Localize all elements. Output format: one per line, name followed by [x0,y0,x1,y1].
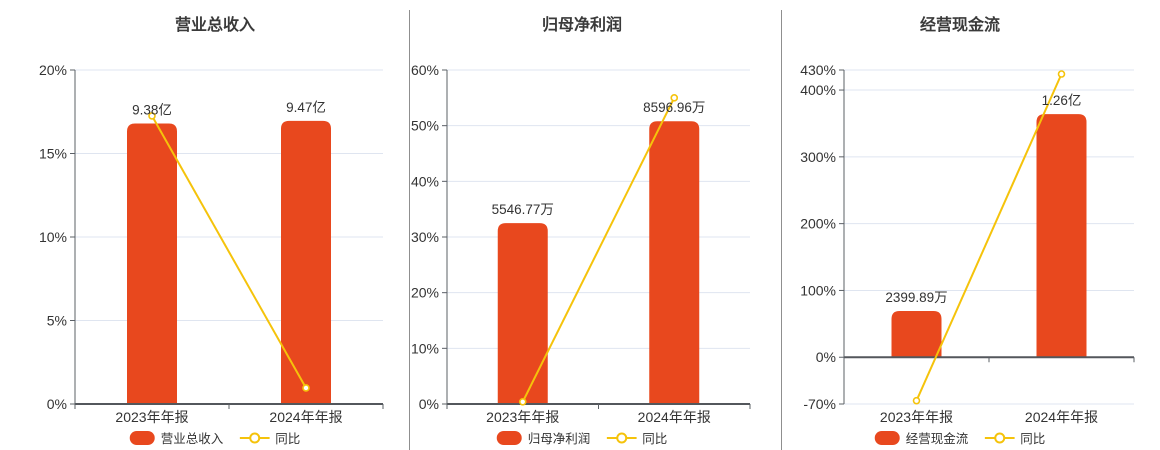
bar [891,310,942,358]
x-category-label: 2023年年报 [115,409,188,425]
legend-label: 同比 [642,432,668,446]
line-swatch-icon [239,432,270,443]
bar-value-label: 9.38亿 [132,102,172,117]
legend-item-line[interactable]: 同比 [239,428,300,447]
panel-separator [409,10,410,450]
yoy-marker [148,112,156,120]
y-tick-label: 0% [419,396,439,412]
y-tick-label: 300% [800,149,836,165]
line-swatch-icon [984,432,1015,443]
bar [497,223,548,404]
y-tick-label: 50% [411,118,439,134]
bar-value-label: 2399.89万 [885,290,947,305]
chart-legend: 经营现金流 同比 [874,428,1045,447]
chart-title-cash-flow: 经营现金流 [919,17,1001,34]
bar-value-label: 9.47亿 [286,100,326,115]
chart-legend: 营业总收入 同比 [129,428,300,447]
yoy-marker [1057,70,1066,78]
legend-label: 同比 [1020,432,1046,446]
bar [281,120,331,404]
legend-label: 同比 [275,432,301,446]
yoy-marker [518,397,527,406]
yoy-line [151,115,307,389]
x-category-label: 2023年年报 [486,409,559,425]
y-tick-label: 430% [800,62,836,78]
y-tick-label: 400% [800,82,836,98]
y-tick-label: -70% [803,396,836,412]
y-tick-label: 5% [47,313,67,329]
yoy-line [915,73,1063,402]
y-tick-label: 15% [39,146,67,162]
x-category-label: 2024年年报 [638,409,711,425]
y-tick-label: 20% [39,62,67,78]
bar [127,123,177,404]
legend-item-bar[interactable]: 营业总收入 [129,428,224,447]
yoy-marker [912,396,921,405]
y-tick-label: 0% [816,349,836,365]
legend-item-bar[interactable]: 经营现金流 [874,428,969,447]
legend-label: 营业总收入 [160,432,224,446]
y-tick-label: 10% [411,340,439,356]
yoy-line [521,97,676,403]
y-tick-label: 30% [411,229,439,245]
line-swatch-icon [606,432,637,443]
y-tick-label: 10% [39,229,67,245]
bar [649,121,700,405]
bar-value-label: 1.26亿 [1042,93,1082,108]
x-category-label: 2024年年报 [269,409,342,425]
y-tick-label: 200% [800,216,836,232]
legend-item-bar[interactable]: 归母净利润 [496,428,591,447]
legend-item-line[interactable]: 同比 [984,428,1045,447]
chart-title-net-profit: 归母净利润 [541,17,623,34]
x-category-label: 2024年年报 [1025,409,1098,425]
y-tick-label: 0% [47,396,67,412]
bar-swatch-icon [129,430,155,445]
y-tick-label: 40% [411,173,439,189]
y-tick-label: 60% [411,62,439,78]
bar-value-label: 8596.96万 [643,100,705,115]
legend-item-line[interactable]: 同比 [606,428,667,447]
yoy-marker [670,94,679,102]
legend-label: 归母净利润 [527,432,591,446]
chart-title-revenue: 营业总收入 [174,17,256,34]
legend-label: 经营现金流 [905,432,969,446]
yoy-marker [302,384,310,392]
bar-swatch-icon [874,430,900,445]
x-category-label: 2023年年报 [880,409,953,425]
panel-separator [781,10,782,450]
bar-swatch-icon [496,430,522,445]
bar [1036,114,1087,358]
y-tick-label: 20% [411,285,439,301]
bar-value-label: 5546.77万 [492,202,554,217]
chart-legend: 归母净利润 同比 [496,428,667,447]
y-tick-label: 100% [800,282,836,298]
